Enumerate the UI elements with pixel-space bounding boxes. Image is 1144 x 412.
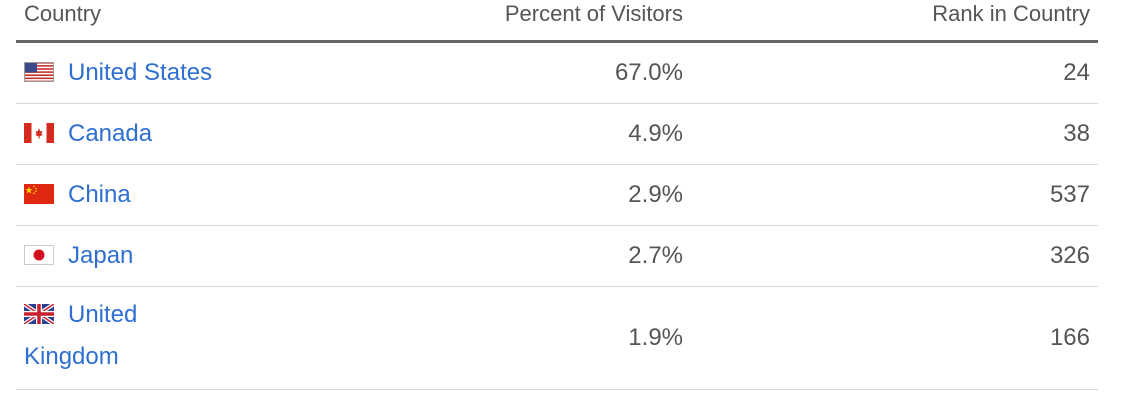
- ca-flag-icon: [24, 122, 54, 143]
- country-name[interactable]: Japan: [68, 242, 134, 269]
- country-link[interactable]: United States: [24, 52, 212, 94]
- rank-value: 326: [1049, 242, 1090, 269]
- country-name[interactable]: Canada: [68, 120, 153, 147]
- header-percent-of-visitors[interactable]: Percent of Visitors: [504, 1, 683, 26]
- country-name[interactable]: United States: [68, 59, 213, 86]
- country-link[interactable]: Canada: [24, 113, 152, 155]
- table-header: Country Percent of Visitors Rank in Coun…: [16, 0, 1098, 43]
- table-row: United States 67.0% 24: [16, 43, 1098, 104]
- percent-value: 2.9%: [628, 181, 683, 208]
- table-row: Canada 4.9% 38: [16, 104, 1098, 165]
- visitors-by-country-table: Country Percent of Visitors Rank in Coun…: [16, 0, 1098, 390]
- header-country[interactable]: Country: [24, 1, 102, 26]
- us-flag-icon: [24, 61, 54, 82]
- table-row: Japan 2.7% 326: [16, 226, 1098, 287]
- gb-flag-icon: [24, 303, 54, 324]
- table-row: United Kingdom 1.9% 166: [16, 287, 1098, 390]
- country-link[interactable]: China: [24, 174, 131, 216]
- table-row: China 2.9% 537: [16, 165, 1098, 226]
- percent-value: 67.0%: [614, 59, 683, 86]
- rank-value: 166: [1049, 324, 1090, 351]
- percent-value: 4.9%: [628, 120, 683, 147]
- header-rank-in-country[interactable]: Rank in Country: [932, 1, 1090, 26]
- country-link[interactable]: Japan: [24, 235, 133, 277]
- country-name[interactable]: China: [68, 181, 131, 208]
- rank-value: 38: [1063, 120, 1090, 147]
- rank-value: 537: [1049, 181, 1090, 208]
- country-name[interactable]: United Kingdom: [24, 301, 138, 370]
- percent-value: 1.9%: [628, 324, 683, 351]
- rank-value: 24: [1063, 59, 1090, 86]
- country-link[interactable]: United Kingdom: [24, 294, 204, 378]
- percent-value: 2.7%: [628, 242, 683, 269]
- jp-flag-icon: [24, 244, 54, 265]
- cn-flag-icon: [24, 183, 54, 204]
